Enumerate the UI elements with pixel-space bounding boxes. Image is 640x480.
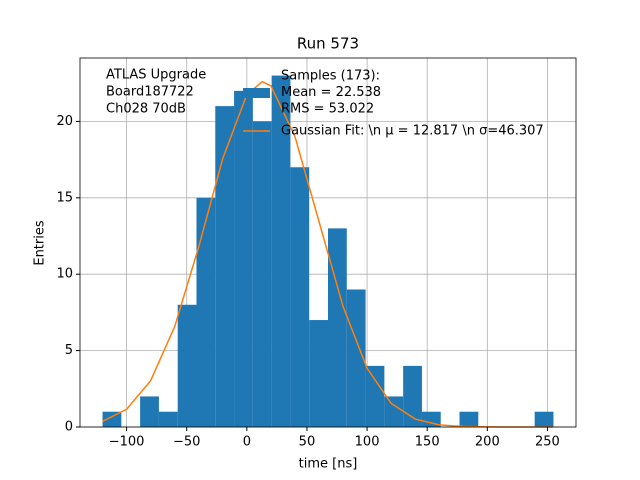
bar [177, 304, 197, 427]
x-tick-label: 100 [355, 435, 380, 450]
bar [271, 75, 291, 428]
bar [384, 396, 404, 427]
marks [102, 75, 554, 428]
bar [346, 289, 366, 427]
bar [403, 365, 422, 427]
bar [140, 396, 159, 427]
annotation: ATLAS Upgrade [106, 68, 206, 83]
y-tick-label: 5 [65, 343, 73, 358]
bar [534, 411, 554, 427]
annotation: Ch028 70dB [106, 102, 186, 117]
x-tick-label: 50 [299, 435, 316, 450]
bar [215, 106, 235, 427]
x-tick-label: 150 [415, 435, 440, 450]
foreground: −100 −50 0 50 100 150 200 250 0 5 10 15 20 ATLAS Upgr… [56, 57, 577, 450]
bar [421, 411, 441, 427]
x-tick-label: −100 [109, 435, 145, 450]
y-tick-label: 20 [56, 114, 73, 129]
bar [365, 365, 385, 427]
y-axis-label: Entries [33, 220, 48, 266]
bar [196, 197, 216, 427]
bar [158, 411, 178, 427]
bar [252, 121, 272, 427]
axes-frame [79, 57, 577, 428]
bar [328, 228, 347, 427]
legend-label: Mean = 22.538 [281, 85, 381, 100]
y-tick-label: 15 [56, 190, 73, 205]
bar [309, 320, 328, 427]
bar [290, 167, 310, 427]
x-tick-label: 200 [475, 435, 500, 450]
legend-label: Gaussian Fit: \n μ = 12.817 \n σ=46.307 [281, 124, 544, 139]
x-tick-label: −50 [173, 435, 200, 450]
chart-title: Run 573 [297, 35, 359, 53]
bar [234, 90, 253, 428]
annotation: Board187722 [106, 85, 194, 100]
y-tick-label: 0 [65, 420, 73, 435]
legend-swatch [243, 88, 270, 98]
bar [459, 411, 479, 427]
legend-label: RMS = 53.022 [281, 102, 374, 117]
y-tick-label: 10 [56, 267, 73, 282]
x-axis-label: time [ns] [299, 457, 358, 472]
legend-label: Samples (173): [281, 69, 380, 84]
x-tick-label: 250 [535, 435, 560, 450]
x-tick-label: 0 [243, 435, 251, 450]
bar [102, 411, 122, 427]
